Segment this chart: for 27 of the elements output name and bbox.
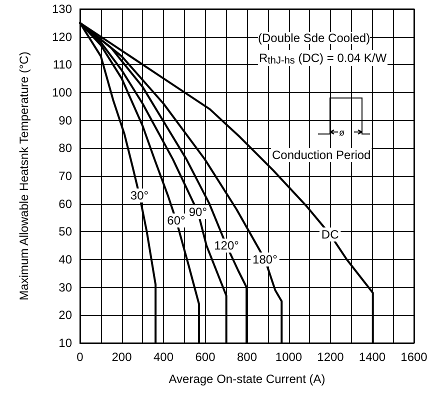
y-tick-label: 60 [58,196,72,211]
y-tick-label: 130 [52,2,72,16]
y-tick-label: 90 [58,113,72,128]
x-tick-label: 400 [153,350,174,364]
x-tick-label: 600 [195,350,216,364]
x-tick-label: 1000 [275,350,302,364]
x-tick-label: 1400 [358,350,386,364]
y-axis-title: Maximum Allowable Heatsnk Temperature (°C) [17,52,31,300]
annotation: Conduction Period [272,148,371,162]
annotation: (Double Sde Cooled) [258,31,370,45]
y-tick-label: 10 [58,336,72,350]
x-tick-label: 800 [236,350,258,364]
y-tick-label: 40 [58,252,72,266]
y-tick-label: 30 [58,280,72,294]
annotation: ø [339,128,345,138]
y-tick-label: 20 [58,308,72,322]
x-axis-title: Average On-state Current (A) [168,372,326,386]
y-tick-label: 70 [58,169,72,183]
y-tick-label: 50 [58,224,72,239]
x-tick-label: 1200 [317,350,344,364]
y-tick-label: 110 [52,58,72,72]
x-tick-label: 1600 [400,350,428,364]
y-tick-label: 80 [58,141,72,156]
x-tick-label: 0 [76,350,84,364]
y-tick-label: 100 [52,86,72,100]
y-tick-label: 120 [52,30,72,44]
x-tick-label: 200 [112,350,132,364]
